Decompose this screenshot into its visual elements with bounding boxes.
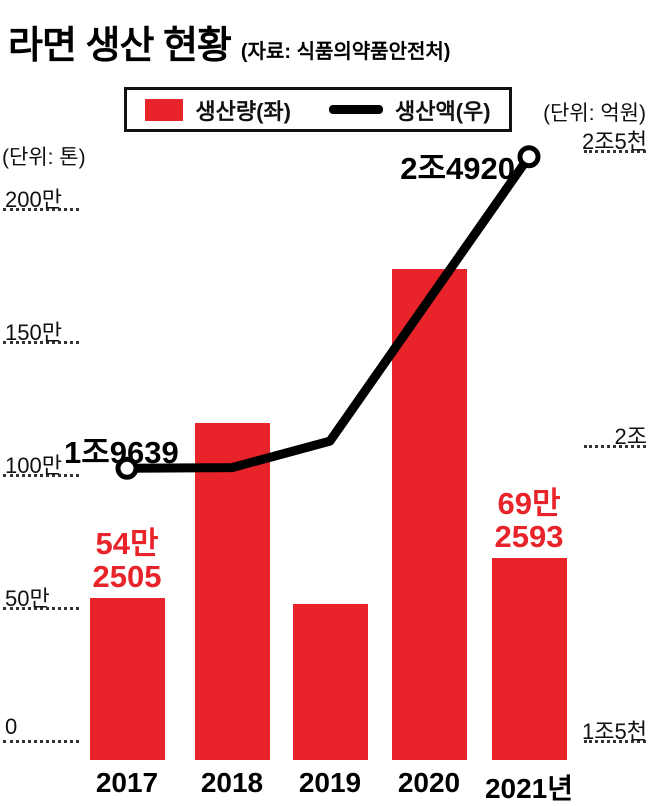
bar-2017 bbox=[89, 597, 165, 760]
bar-2019 bbox=[292, 603, 368, 760]
right-axis-unit: (단위: 억원) bbox=[543, 102, 646, 125]
bar-value-label-2021-line1: 69만 bbox=[497, 486, 561, 521]
left-axis-tick-2: 100만 bbox=[5, 453, 62, 478]
left-gridline-4 bbox=[3, 740, 79, 743]
right-axis-tick-0: 2조5천 bbox=[582, 129, 647, 154]
left-axis-tick-1: 150만 bbox=[5, 320, 62, 345]
bar-value-label-2017-line2: 2505 bbox=[92, 559, 162, 595]
legend-label-bar: 생산량(좌) bbox=[195, 98, 291, 124]
line-endpoint-2021 bbox=[517, 145, 541, 169]
left-gridline-2 bbox=[3, 474, 79, 477]
left-axis-unit: (단위: 톤) bbox=[2, 146, 86, 169]
right-axis-tick-2: 1조5천 bbox=[582, 719, 647, 744]
bar-series-swatch bbox=[145, 98, 184, 121]
bar-value-label-2017-line1: 54만 bbox=[95, 526, 159, 561]
right-gridline-2 bbox=[584, 740, 646, 743]
left-axis-tick-4: 0 bbox=[5, 714, 18, 739]
left-gridline-3 bbox=[3, 607, 79, 610]
right-gridline-0 bbox=[584, 150, 646, 153]
line-value-label-2017: 1조9639 bbox=[64, 435, 179, 470]
legend-label-line: 생산액(우) bbox=[395, 98, 491, 124]
header: 라면 생산 현황 (자료: 식품의약품안전처) bbox=[8, 14, 450, 69]
x-axis-label-2020: 2020 bbox=[397, 767, 461, 798]
production-value-line bbox=[126, 154, 533, 473]
x-axis-label-2019: 2019 bbox=[298, 767, 362, 798]
right-gridline-1 bbox=[584, 445, 646, 448]
legend: 생산량(좌) 생산액(우) bbox=[124, 87, 512, 132]
x-axis-label-2018: 2018 bbox=[200, 767, 264, 798]
bar-2018 bbox=[194, 422, 270, 760]
left-axis-tick-3: 50만 bbox=[5, 586, 50, 611]
page-title: 라면 생산 현황 bbox=[8, 25, 232, 67]
source-note: (자료: 식품의약품안전처) bbox=[240, 41, 451, 63]
right-axis-tick-1: 2조 bbox=[614, 424, 647, 449]
x-axis-label-2017: 2017 bbox=[95, 767, 159, 798]
x-axis-label-2021: 2021년 bbox=[484, 773, 574, 804]
line-series-swatch bbox=[329, 105, 383, 114]
left-axis-tick-0: 200만 bbox=[5, 187, 62, 212]
bar-2021 bbox=[491, 557, 567, 760]
bar-value-label-2021-line2: 2593 bbox=[494, 519, 564, 555]
legend-item-production-value: 생산액(우) bbox=[329, 94, 491, 126]
left-gridline-1 bbox=[3, 341, 79, 344]
bar-value-label-2017: 54만 2505 bbox=[52, 527, 202, 594]
legend-item-production-volume: 생산량(좌) bbox=[145, 94, 291, 126]
left-gridline-0 bbox=[3, 208, 79, 211]
bar-value-label-2021: 69만 2593 bbox=[454, 487, 604, 554]
line-value-label-2021: 2조4920 bbox=[400, 151, 515, 186]
